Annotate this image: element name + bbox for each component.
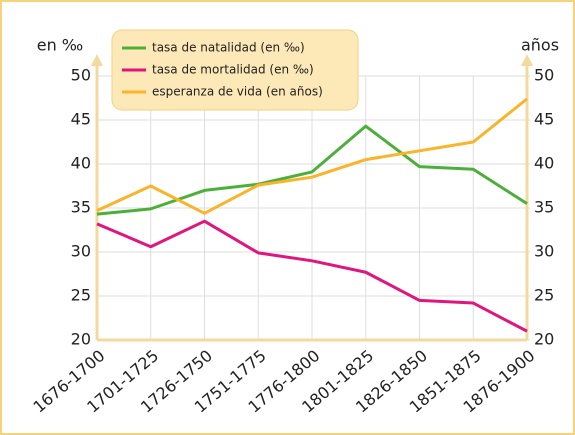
series-line [96, 124, 528, 216]
y-tick-label: 30 [71, 242, 91, 261]
y-tick-label: 40 [71, 154, 91, 173]
y2-tick-label: 35 [534, 198, 554, 217]
series-line [96, 219, 528, 333]
y2-tick-label: 30 [534, 242, 554, 261]
y-tick-label: 35 [71, 198, 91, 217]
y2-axis-label: años [521, 36, 559, 55]
y-axis-arrow [91, 54, 103, 66]
y2-tick-label: 50 [534, 66, 554, 85]
y2-axis-arrow [521, 54, 533, 66]
legend-label: tasa de mortalidad (en ‰) [152, 63, 314, 77]
y2-tick-label: 40 [534, 154, 554, 173]
legend-box [111, 29, 359, 111]
y-axis-label: en ‰ [37, 36, 84, 55]
y2-tick-label: 45 [534, 110, 554, 129]
y-tick-label: 20 [71, 330, 91, 349]
legend-label: tasa de natalidad (en ‰) [152, 41, 305, 55]
y-tick-label: 50 [71, 66, 91, 85]
y-tick-label: 25 [71, 286, 91, 305]
legend-label: esperanza de vida (en años) [152, 85, 323, 99]
y2-tick-label: 25 [534, 286, 554, 305]
y2-tick-label: 20 [534, 330, 554, 349]
y-tick-label: 45 [71, 110, 91, 129]
series-line [96, 97, 528, 215]
